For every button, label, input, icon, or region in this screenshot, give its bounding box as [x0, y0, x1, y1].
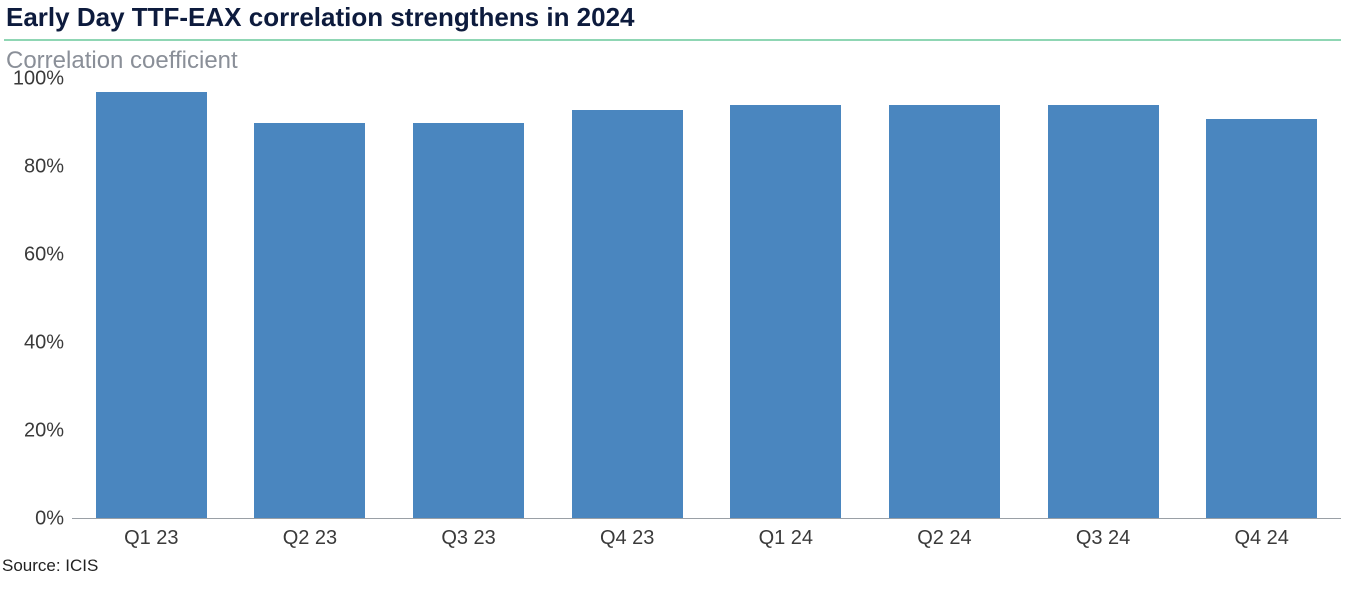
y-tick-label: 100% [13, 68, 64, 91]
bar-slot [707, 79, 866, 519]
chart-container: Early Day TTF-EAX correlation strengthen… [0, 0, 1349, 604]
bar [1048, 105, 1159, 519]
bar [572, 110, 683, 519]
y-tick-label: 40% [24, 332, 64, 355]
bar-slot [1182, 79, 1341, 519]
y-tick-label: 0% [35, 508, 64, 531]
y-axis: 0%20%40%60%80%100% [4, 79, 72, 519]
bar-slot [389, 79, 548, 519]
plot-zone: 0%20%40%60%80%100% [4, 79, 1341, 519]
x-tick-label: Q3 23 [389, 527, 548, 550]
x-tick-label: Q4 23 [548, 527, 707, 550]
source-line: Source: ICIS [0, 550, 1349, 576]
bar-slot [231, 79, 390, 519]
x-tick-label: Q3 24 [1024, 527, 1183, 550]
x-tick-label: Q1 24 [707, 527, 866, 550]
bar [1206, 119, 1317, 519]
bar [254, 123, 365, 519]
chart-subtitle: Correlation coefficient [0, 41, 1349, 79]
bar-slot [865, 79, 1024, 519]
chart-title: Early Day TTF-EAX correlation strengthen… [0, 0, 1349, 39]
y-tick-label: 60% [24, 244, 64, 267]
x-tick-label: Q2 23 [231, 527, 390, 550]
y-tick-label: 80% [24, 156, 64, 179]
bars-group [72, 79, 1341, 519]
x-tick-label: Q4 24 [1182, 527, 1341, 550]
bar-slot [72, 79, 231, 519]
plot-area [72, 79, 1341, 519]
y-tick-label: 20% [24, 420, 64, 443]
x-tick-label: Q2 24 [865, 527, 1024, 550]
bar [413, 123, 524, 519]
bar [889, 105, 1000, 519]
bar [730, 105, 841, 519]
bar-slot [1024, 79, 1183, 519]
x-tick-label: Q1 23 [72, 527, 231, 550]
x-axis: Q1 23Q2 23Q3 23Q4 23Q1 24Q2 24Q3 24Q4 24 [72, 519, 1341, 550]
bar-slot [548, 79, 707, 519]
bar [96, 92, 207, 519]
